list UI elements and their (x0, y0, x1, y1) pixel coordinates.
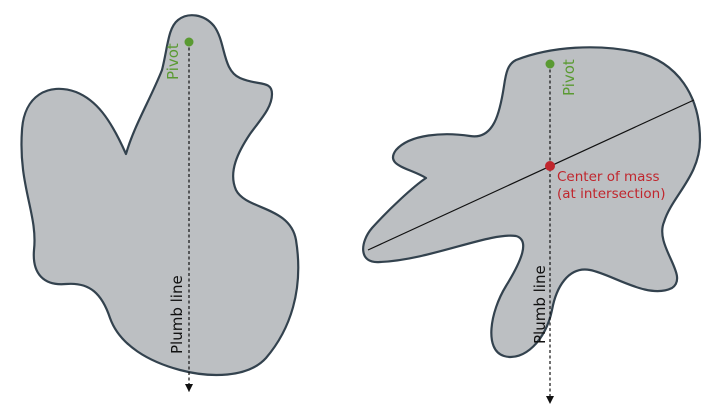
left-pivot-point (184, 37, 194, 47)
right-plumb-label: Plumb line (531, 265, 549, 344)
left-plumb-label: Plumb line (168, 275, 186, 354)
left-pivot-label: Pivot (164, 43, 182, 80)
right-balance-line (367, 99, 695, 251)
center-of-mass-sublabel: (at intersection) (557, 186, 665, 202)
left-irregular-shape (20, 14, 300, 377)
right-panel: Pivot Plumb line Center of mass (at inte… (362, 46, 702, 404)
center-of-mass-label: Center of mass (557, 169, 660, 185)
left-panel: Pivot Plumb line (20, 14, 300, 392)
center-of-mass-point (545, 161, 555, 171)
right-pivot-label: Pivot (560, 59, 578, 96)
right-pivot-point (545, 59, 555, 69)
right-irregular-shape (362, 46, 702, 359)
